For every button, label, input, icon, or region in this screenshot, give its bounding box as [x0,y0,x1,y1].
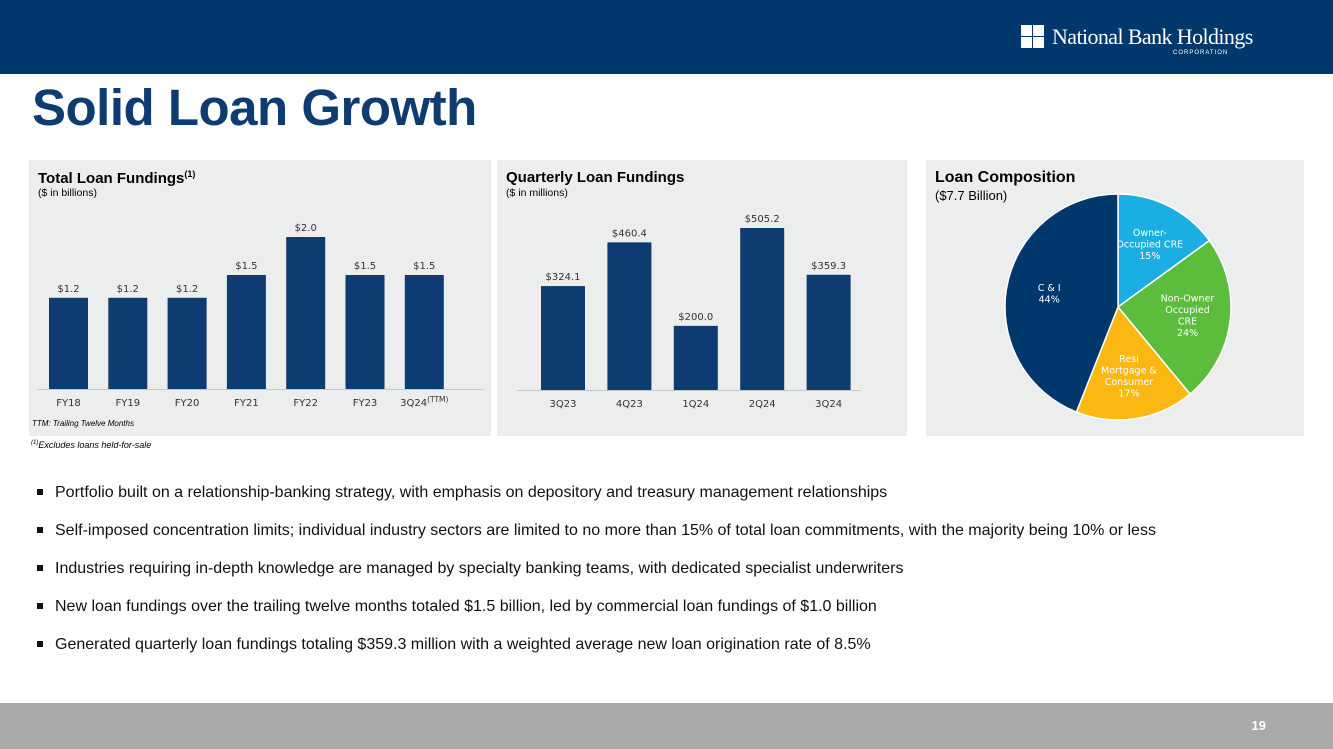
logo-subtitle: CORPORATION [1173,50,1229,56]
slide-title: Solid Loan Growth [32,79,477,136]
total-bar-fy19 [108,297,148,389]
total-fundings-chart: $1.2 FY18 $1.2 FY19 $1.2 FY20 $1.5 FY21 $2.0 FY22… [37,223,484,409]
bullet-list: Portfolio built on a relationship-bankin… [37,483,1287,673]
logo-mark-icon [1021,25,1044,48]
total-category-label: FY23 [353,398,378,409]
total-data-label: $1.2 [176,284,198,295]
total-fundings-subtitle: ($ in billions) [38,187,97,199]
total-data-label: $1.2 [117,284,139,295]
quarterly-bar-3q24 [806,274,851,390]
total-category-label: FY20 [175,398,200,409]
total-bar-3q24 [404,275,444,389]
total-bar-fy22 [286,237,326,389]
quarterly-category-label: 3Q24 [815,399,842,410]
quarterly-category-label: 3Q23 [550,399,577,410]
quarterly-category-label: 4Q23 [616,399,643,410]
total-category-label: FY19 [116,398,141,409]
total-data-label: $1.5 [413,261,435,272]
pie-slice-owner-occupied-cre [1117,193,1211,309]
bullet-item: Industries requiring in-depth knowledge … [37,559,1287,578]
bullet-item: Self-imposed concentration limits; indiv… [37,521,1287,540]
footnote: (1)Excludes loans held-for-sale [31,440,152,450]
total-bar-fy18 [49,297,88,389]
quarterly-bar-1q24 [673,325,718,390]
pie-label-non-owner-occupied-cre: Non-Owner Occupied CRE 24% [1161,294,1215,340]
total-data-label: $1.5 [354,261,376,272]
total-data-label: $1.2 [57,284,79,295]
quarterly-bar-3q23 [541,286,585,390]
total-data-label: $1.5 [235,261,257,272]
loan-composition-panel: Loan Composition ($7.7 Billion) Owner-Oc… [926,160,1304,436]
total-category-label: FY21 [234,398,259,409]
ttm-note: TTM: Trailing Twelve Months [32,419,134,428]
pie-slice-non-owner-occupied-cre [1116,239,1232,396]
total-category-label: FY18 [56,398,81,409]
quarterly-data-label: $200.0 [678,312,713,323]
bottom-bar: 19 [0,703,1333,749]
bullet-item: New loan fundings over the trailing twel… [37,597,1287,616]
quarterly-data-label: $460.4 [612,228,647,239]
quarterly-category-label: 1Q24 [682,399,709,410]
bullet-item: Portfolio built on a relationship-bankin… [37,483,1287,502]
total-category-label: FY22 [293,398,318,409]
quarterly-loan-fundings-panel: Quarterly Loan Fundings ($ in millions) … [497,160,907,436]
quarterly-data-label: $324.1 [546,272,581,283]
total-loan-fundings-panel: Total Loan Fundings(1) ($ in billions) $… [29,160,491,436]
quarterly-fundings-subtitle: ($ in millions) [506,187,568,199]
pie-slice-resi-mortgage-consumer [1075,305,1192,421]
total-bar-fy20 [167,297,207,389]
quarterly-data-label: $505.2 [745,214,780,225]
pie-label-resi-mortgage-consumer: Resi Mortgage & Consumer 17% [1101,354,1157,400]
total-fundings-title: Total Loan Fundings(1) [38,169,196,187]
quarterly-fundings-title: Quarterly Loan Fundings [506,169,685,186]
quarterly-fundings-chart: $324.1 3Q23 $460.4 4Q23 $200.0 1Q24 $505.2 2Q24… [517,214,861,410]
total-bar-fy21 [226,275,266,389]
logo-name: National Bank Holdings [1052,24,1253,49]
bullet-item: Generated quarterly loan fundings totali… [37,635,1287,654]
quarterly-bar-2q24 [740,228,785,390]
pie-label-owner-occupied-cre: Owner-Occupied CRE 15% [1116,228,1183,262]
loan-composition-chart: Owner-Occupied CRE 15% Non-Owner Occupied CR… [1004,193,1232,421]
total-bar-fy23 [345,275,385,389]
page-number: 19 [1251,718,1266,733]
quarterly-category-label: 2Q24 [749,399,776,410]
total-data-label: $2.0 [295,223,317,234]
pie-slice-c-i [1004,193,1119,414]
loan-composition-subtitle: ($7.7 Billion) [935,188,1008,203]
total-category-label: 3Q24(TTM) [400,395,448,409]
quarterly-data-label: $359.3 [811,261,846,272]
pie-label-c-i: C & I 44% [1038,283,1061,306]
top-banner: National Bank Holdings CORPORATION [0,0,1333,74]
loan-composition-title: Loan Composition [935,169,1076,186]
company-logo: National Bank Holdings CORPORATION [1021,22,1271,62]
quarterly-bar-4q23 [607,242,652,390]
